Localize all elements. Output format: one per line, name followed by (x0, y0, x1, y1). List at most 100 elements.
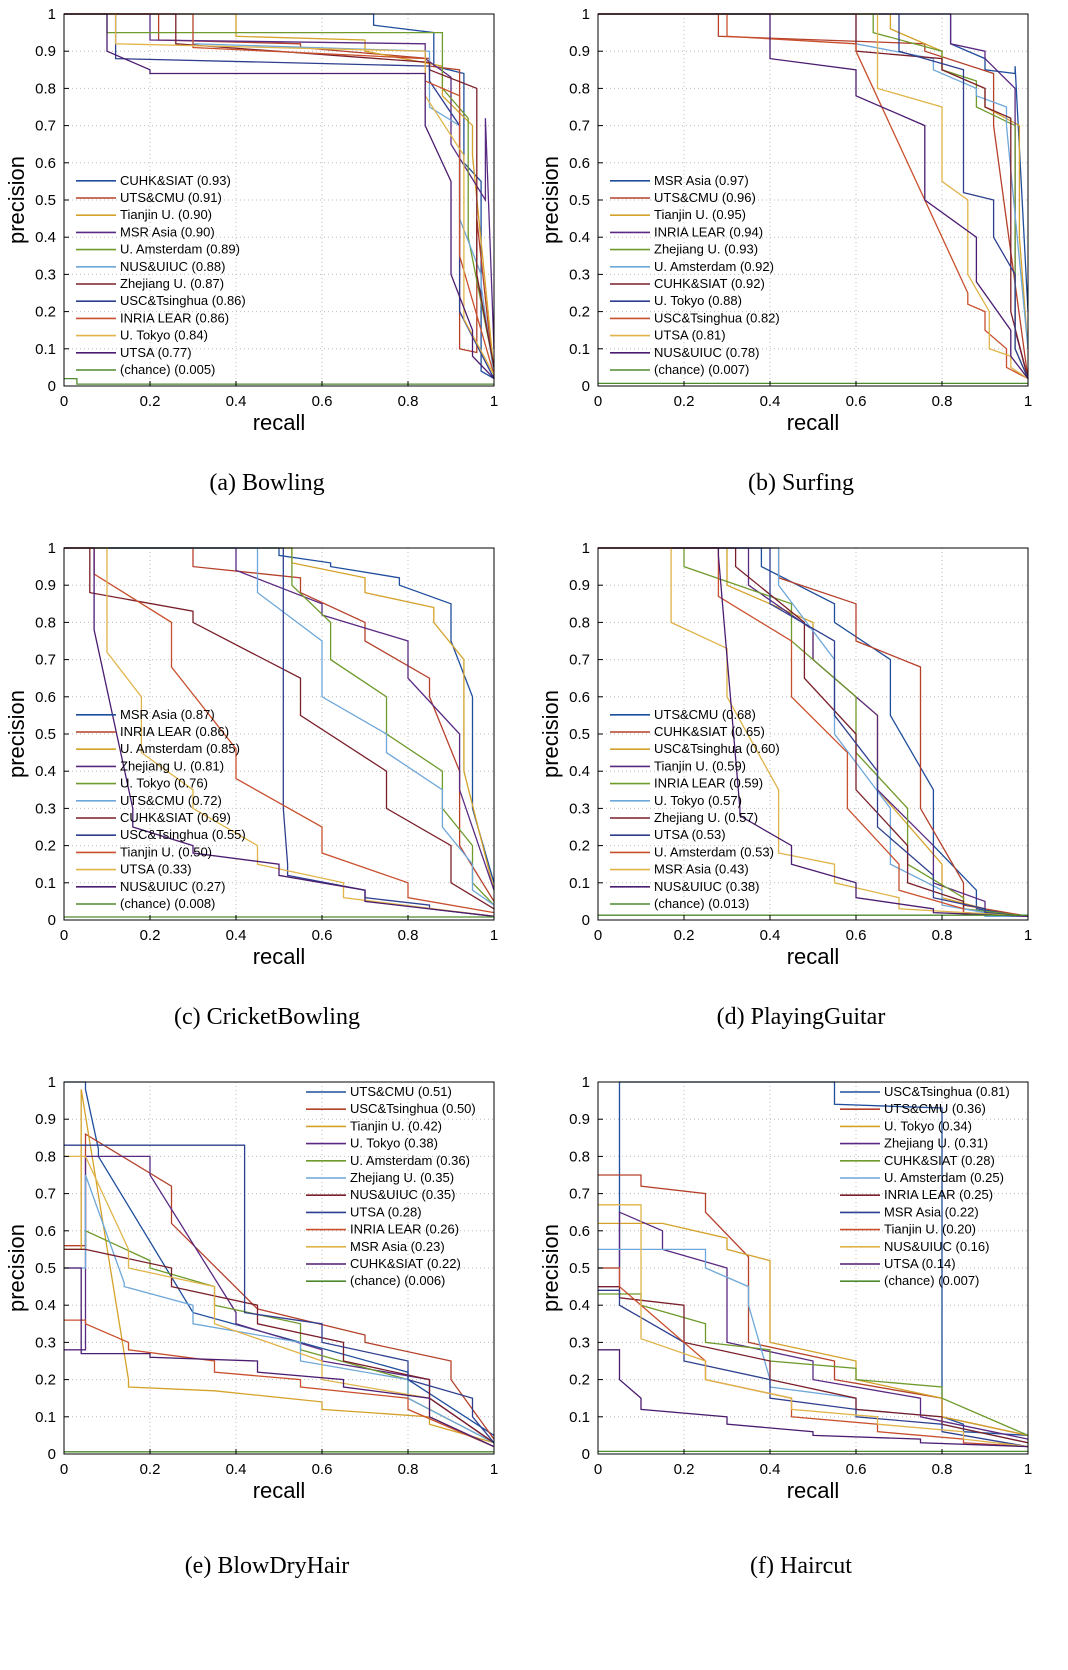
x-tick-label: 0.4 (760, 393, 781, 410)
y-tick-label: 0.8 (35, 1148, 56, 1165)
x-tick-label: 1 (490, 393, 498, 410)
legend-entry: (chance) (0.007) (654, 362, 749, 377)
x-tick-label: 0.6 (846, 927, 867, 944)
y-tick-label: 0.7 (35, 1186, 56, 1203)
legend-entry: U. Amsterdam (0.92) (654, 259, 774, 274)
series-line-7 (598, 1289, 1029, 1448)
x-tick-label: 0.8 (398, 927, 419, 944)
legend-entry: UTS&CMU (0.72) (120, 793, 222, 808)
series-line-4 (64, 547, 495, 906)
legend-entry: Zhejiang U. (0.31) (884, 1136, 988, 1151)
y-tick-label: 0 (582, 378, 590, 395)
y-tick-label: 0.9 (35, 1111, 56, 1128)
x-tick-label: 1 (490, 1461, 498, 1478)
series-line-7 (64, 1144, 495, 1444)
x-tick-label: 0.6 (846, 1461, 867, 1478)
legend-entry: MSR Asia (0.43) (654, 862, 749, 877)
legend-entry: USC&Tsinghua (0.60) (654, 741, 780, 756)
legend-entry: UTSA (0.14) (884, 1256, 956, 1271)
y-tick-label: 0.9 (35, 577, 56, 594)
y-tick-label: 1 (582, 1074, 590, 1091)
series-line-4 (598, 13, 1029, 379)
legend-entry: (chance) (0.008) (120, 896, 215, 911)
y-tick-label: 0.5 (35, 1260, 56, 1277)
series-line-10 (598, 1349, 1029, 1448)
y-tick-label: 0.2 (35, 1372, 56, 1389)
y-tick-label: 0.5 (569, 192, 590, 209)
legend-entry: UTS&CMU (0.96) (654, 190, 756, 205)
series-line-0 (64, 547, 495, 883)
legend-entry: U. Tokyo (0.88) (654, 293, 742, 308)
x-tick-label: 0.8 (932, 393, 953, 410)
legend-entry: USC&Tsinghua (0.82) (654, 310, 780, 325)
y-tick-label: 0.1 (569, 341, 590, 358)
y-tick-label: 0 (48, 912, 56, 929)
series-line-8 (598, 13, 1029, 380)
x-tick-label: 0.6 (312, 927, 333, 944)
series-line-4 (598, 1293, 1029, 1436)
y-tick-label: 0.1 (35, 1409, 56, 1426)
x-tick-label: 0.2 (674, 927, 695, 944)
series-line-3 (598, 547, 1029, 917)
series-line-0 (598, 547, 1029, 917)
y-tick-label: 0.3 (35, 266, 56, 283)
y-tick-label: 0.6 (569, 155, 590, 172)
y-tick-label: 0.5 (35, 726, 56, 743)
x-tick-label: 0.2 (674, 1461, 695, 1478)
y-tick-label: 0.7 (569, 1186, 590, 1203)
legend: MSR Asia (0.87) INRIA LEAR (0.86) U. Amste… (76, 707, 246, 911)
y-tick-label: 0.8 (35, 80, 56, 97)
y-axis-label: precision (4, 1224, 29, 1312)
x-tick-label: 0.4 (760, 1461, 781, 1478)
y-tick-label: 0.2 (569, 304, 590, 321)
series-line-2 (598, 1222, 1029, 1437)
y-tick-label: 0.2 (35, 304, 56, 321)
legend-entry: USC&Tsinghua (0.86) (120, 293, 246, 308)
y-tick-label: 0.2 (569, 838, 590, 855)
x-tick-label: 0.4 (226, 393, 247, 410)
y-tick-label: 0.9 (569, 577, 590, 594)
legend-entry: UTSA (0.81) (654, 328, 726, 343)
legend-entry: MSR Asia (0.97) (654, 173, 749, 188)
legend-entry: Tianjin U. (0.42) (350, 1118, 442, 1133)
series-line-10 (64, 1267, 495, 1448)
chart-svg: 0 0.2 0.4 0.6 0.8 1 0 0.1 0.2 0.3 0.4 0.5 0.6 0.7 0.8 0… (538, 1074, 1032, 1503)
y-tick-label: 1 (582, 6, 590, 23)
x-tick-label: 1 (1024, 1461, 1032, 1478)
y-axis-label: precision (4, 156, 29, 244)
legend-entry: USC&Tsinghua (0.81) (884, 1084, 1010, 1099)
legend-entry: NUS&UIUC (0.27) (120, 879, 225, 894)
legend-entry: (chance) (0.005) (120, 362, 215, 377)
y-tick-label: 0.1 (35, 341, 56, 358)
y-tick-label: 0.4 (35, 763, 56, 780)
series-line-8 (598, 1267, 1029, 1448)
legend-entry: UTS&CMU (0.36) (884, 1101, 986, 1116)
legend-entry: UTSA (0.53) (654, 827, 726, 842)
x-tick-label: 0.4 (760, 927, 781, 944)
y-tick-label: 0.6 (35, 155, 56, 172)
series-line-3 (64, 13, 495, 349)
y-tick-label: 0.4 (35, 1297, 56, 1314)
y-tick-label: 0.6 (569, 689, 590, 706)
series-line-7 (598, 13, 1029, 379)
series-line-8 (64, 1319, 495, 1448)
chart-caption: (c) CricketBowling (174, 1004, 360, 1030)
legend-entry: INRIA LEAR (0.26) (350, 1222, 459, 1237)
y-tick-label: 0.1 (35, 875, 56, 892)
y-tick-label: 0.4 (569, 1297, 590, 1314)
legend-entry: (chance) (0.007) (884, 1273, 979, 1288)
legend-entry: UTS&CMU (0.91) (120, 190, 222, 205)
legend-entry: Zhejiang U. (0.87) (120, 276, 224, 291)
chart-panel-playingguitar: 0 0.2 0.4 0.6 0.8 1 0 0.1 0.2 0.3 0.4 0.5 0.6 0.7 0.8 0… (534, 534, 1068, 1090)
y-axis-label: precision (538, 1224, 563, 1312)
legend-entry: UTSA (0.33) (120, 862, 192, 877)
series-line-4 (598, 547, 1029, 917)
y-tick-label: 1 (48, 540, 56, 557)
x-tick-label: 0 (594, 927, 602, 944)
x-tick-label: 0.6 (312, 393, 333, 410)
y-axis-label: precision (538, 156, 563, 244)
x-axis-label: recall (253, 410, 306, 435)
legend-entry: CUHK&SIAT (0.65) (654, 724, 765, 739)
legend-entry: NUS&UIUC (0.88) (120, 259, 225, 274)
legend-entry: NUS&UIUC (0.35) (350, 1187, 455, 1202)
